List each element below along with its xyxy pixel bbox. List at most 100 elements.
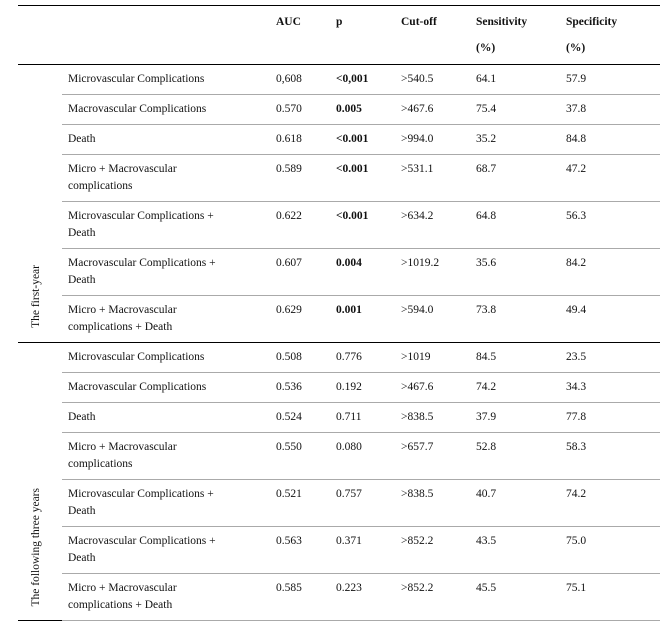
outcome: Macrovascular Complications	[62, 94, 270, 125]
outcome: Death	[62, 402, 270, 433]
outcome: Micro + Macrovascular complications	[62, 154, 270, 202]
outcome: Microvascular Complications + Death	[62, 479, 270, 527]
outcome: Macrovascular Complications + Death	[62, 248, 270, 296]
group-label: The first-year	[30, 265, 42, 328]
cut-off: >838.5	[395, 402, 470, 433]
outcome: Microvascular Complications	[62, 342, 270, 373]
cut-off: >540.5	[395, 64, 470, 95]
p-value: 0.192	[330, 372, 395, 403]
p-value: <0,001	[330, 64, 395, 95]
cut-off: >852.2	[395, 573, 470, 621]
auc: 0.570	[270, 94, 330, 125]
sensitivity: 75.4	[470, 94, 560, 125]
table-row: Micro + Macrovascular complications + De…	[18, 295, 660, 343]
column-header: Specificity (%)	[560, 5, 660, 65]
cut-off: >467.6	[395, 94, 470, 125]
specificity: 74.2	[560, 479, 660, 527]
p-value: 0.080	[330, 432, 395, 480]
table-row: The following three years Microvascular C…	[18, 342, 660, 621]
table-row: Microvascular Complications + Death 0.622…	[18, 201, 660, 249]
auc: 0.508	[270, 342, 330, 373]
sensitivity: 37.9	[470, 402, 560, 433]
specificity: 37.8	[560, 94, 660, 125]
cut-off: >467.6	[395, 372, 470, 403]
specificity: 47.2	[560, 154, 660, 202]
auc: 0.607	[270, 248, 330, 296]
auc: 0.524	[270, 402, 330, 433]
sensitivity: 84.5	[470, 342, 560, 373]
outcome: Micro + Macrovascular complications + De…	[62, 295, 270, 343]
blank	[18, 5, 62, 65]
table-row: Death 0.524 0.711 >838.5 37.9 77.8	[18, 402, 660, 433]
auc: 0.563	[270, 526, 330, 574]
auc: 0.622	[270, 201, 330, 249]
cut-off: >531.1	[395, 154, 470, 202]
header-label: Specificity	[566, 16, 618, 28]
auc: 0.618	[270, 124, 330, 155]
column-header: Cut-off	[395, 5, 470, 65]
p-value: <0.001	[330, 201, 395, 249]
cut-off: >594.0	[395, 295, 470, 343]
table-row: The first-year Microvascular Complication…	[18, 64, 660, 343]
specificity: 58.3	[560, 432, 660, 480]
sensitivity: 45.5	[470, 573, 560, 621]
sensitivity: 73.8	[470, 295, 560, 343]
cut-off: >1019	[395, 342, 470, 373]
header-unit: (%)	[566, 42, 586, 54]
group-cell: The first-year	[18, 64, 62, 343]
p-value: <0.001	[330, 124, 395, 155]
table-row: Macrovascular Complications + Death 0.607…	[18, 248, 660, 296]
specificity: 75.1	[560, 573, 660, 621]
p-value: 0.005	[330, 94, 395, 125]
auc: 0,608	[270, 64, 330, 95]
table-row: Micro + Macrovascular complications 0.589…	[18, 154, 660, 202]
p-value: 0.757	[330, 479, 395, 527]
sensitivity: 68.7	[470, 154, 560, 202]
sensitivity: 52.8	[470, 432, 560, 480]
column-header: Sensitivity (%)	[470, 5, 560, 65]
sensitivity: 74.2	[470, 372, 560, 403]
outcome: Microvascular Complications	[62, 64, 270, 95]
auc: 0.521	[270, 479, 330, 527]
cut-off: >852.2	[395, 526, 470, 574]
table-row: Macrovascular Complications 0.570 0.005 >46…	[18, 94, 660, 125]
outcome: Macrovascular Complications + Death	[62, 526, 270, 574]
table-row: Macrovascular Complications 0.536 0.192 >46…	[18, 372, 660, 403]
p-value: <0.001	[330, 154, 395, 202]
cut-off: >634.2	[395, 201, 470, 249]
p-value: 0.004	[330, 248, 395, 296]
table-row: Micro + Macrovascular complications + De…	[18, 573, 660, 621]
specificity: 75.0	[560, 526, 660, 574]
column-header: AUC	[270, 5, 330, 65]
specificity: 49.4	[560, 295, 660, 343]
header-label: Sensitivity	[476, 16, 528, 28]
auc: 0.585	[270, 573, 330, 621]
outcome: Microvascular Complications + Death	[62, 201, 270, 249]
table-row: Death 0.618 <0.001 >994.0 35.2 84.8	[18, 124, 660, 155]
sensitivity: 35.6	[470, 248, 560, 296]
sensitivity: 40.7	[470, 479, 560, 527]
table-row: Micro + Macrovascular complications 0.550…	[18, 432, 660, 480]
auc: 0.550	[270, 432, 330, 480]
sensitivity: 43.5	[470, 526, 560, 574]
p-value: 0.711	[330, 402, 395, 433]
sensitivity: 35.2	[470, 124, 560, 155]
auc: 0.629	[270, 295, 330, 343]
p-value: 0.001	[330, 295, 395, 343]
cut-off: >838.5	[395, 479, 470, 527]
column-header: p	[330, 5, 395, 65]
specificity: 57.9	[560, 64, 660, 95]
cut-off: >1019.2	[395, 248, 470, 296]
group-label: The following three years	[30, 487, 42, 606]
auc: 0.536	[270, 372, 330, 403]
cut-off: >994.0	[395, 124, 470, 155]
header-unit: (%)	[476, 42, 496, 54]
specificity: 56.3	[560, 201, 660, 249]
sensitivity: 64.8	[470, 201, 560, 249]
outcome: Micro + Macrovascular complications	[62, 432, 270, 480]
table-row: Microvascular Complications + Death 0.521…	[18, 479, 660, 527]
specificity: 77.8	[560, 402, 660, 433]
specificity: 84.2	[560, 248, 660, 296]
p-value: 0.223	[330, 573, 395, 621]
